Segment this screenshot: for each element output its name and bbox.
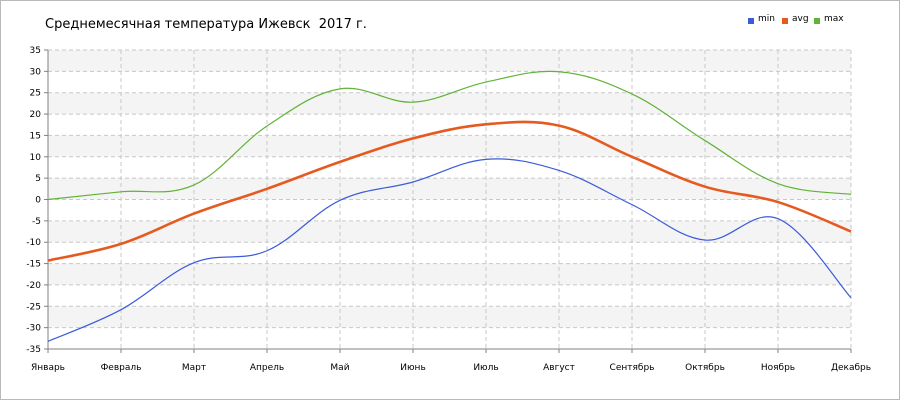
plot-band — [48, 220, 851, 243]
x-tick-label: Декабрь — [831, 363, 871, 373]
y-tick-label: -25 — [26, 302, 41, 312]
legend-label-max: max — [824, 14, 844, 24]
x-tick-label: Май — [330, 363, 349, 373]
plot-band — [48, 263, 851, 285]
plot-band — [48, 306, 851, 328]
series-line-min — [47, 158, 852, 342]
y-tick-label: -5 — [32, 217, 41, 227]
y-tick-label: 10 — [30, 153, 42, 163]
x-tick-label: Март — [182, 363, 206, 373]
plot-band — [48, 327, 851, 349]
y-tick-label: -35 — [26, 345, 41, 355]
plot-band — [48, 71, 851, 93]
x-tick-label: Ноябрь — [761, 363, 795, 373]
legend-swatch-min — [748, 18, 754, 24]
series-line-max — [47, 70, 852, 201]
y-tick-label: -15 — [26, 260, 41, 270]
x-tick-label: Сентябрь — [610, 363, 655, 373]
x-tick-label: Июнь — [400, 363, 426, 373]
plot-band — [48, 199, 851, 221]
y-tick-label: 25 — [30, 89, 41, 99]
legend-label-avg: avg — [792, 14, 809, 24]
y-tick-label: 5 — [35, 174, 41, 184]
x-tick-label: Январь — [31, 363, 65, 373]
legend-swatch-avg — [782, 18, 788, 24]
y-tick-label: -10 — [26, 238, 41, 248]
x-tick-label: Август — [543, 363, 575, 373]
y-tick-label: 20 — [30, 110, 42, 120]
plot-band — [48, 92, 851, 115]
plot-band — [48, 178, 851, 200]
y-tick-label: 30 — [30, 67, 42, 77]
x-tick-label: Апрель — [250, 363, 284, 373]
y-tick-label: 15 — [30, 131, 41, 141]
plot-band — [48, 242, 851, 264]
plot-band — [48, 50, 851, 72]
plot-band — [48, 284, 851, 307]
plot-band — [48, 114, 851, 136]
plot-band — [48, 156, 851, 179]
y-tick-label: -30 — [26, 324, 41, 334]
x-tick-label: Февраль — [101, 363, 142, 373]
legend-label-min: min — [758, 14, 775, 24]
x-tick-label: Июль — [473, 363, 498, 373]
chart-title: Среднемесячная температура Ижевск 2017 г… — [45, 17, 367, 32]
y-tick-label: 0 — [35, 196, 41, 206]
x-tick-label: Октябрь — [685, 363, 725, 373]
y-tick-label: 35 — [30, 46, 41, 56]
series-line-avg — [47, 120, 852, 262]
y-tick-label: -20 — [26, 281, 41, 291]
legend-swatch-max — [814, 18, 820, 24]
plot-band — [48, 135, 851, 157]
